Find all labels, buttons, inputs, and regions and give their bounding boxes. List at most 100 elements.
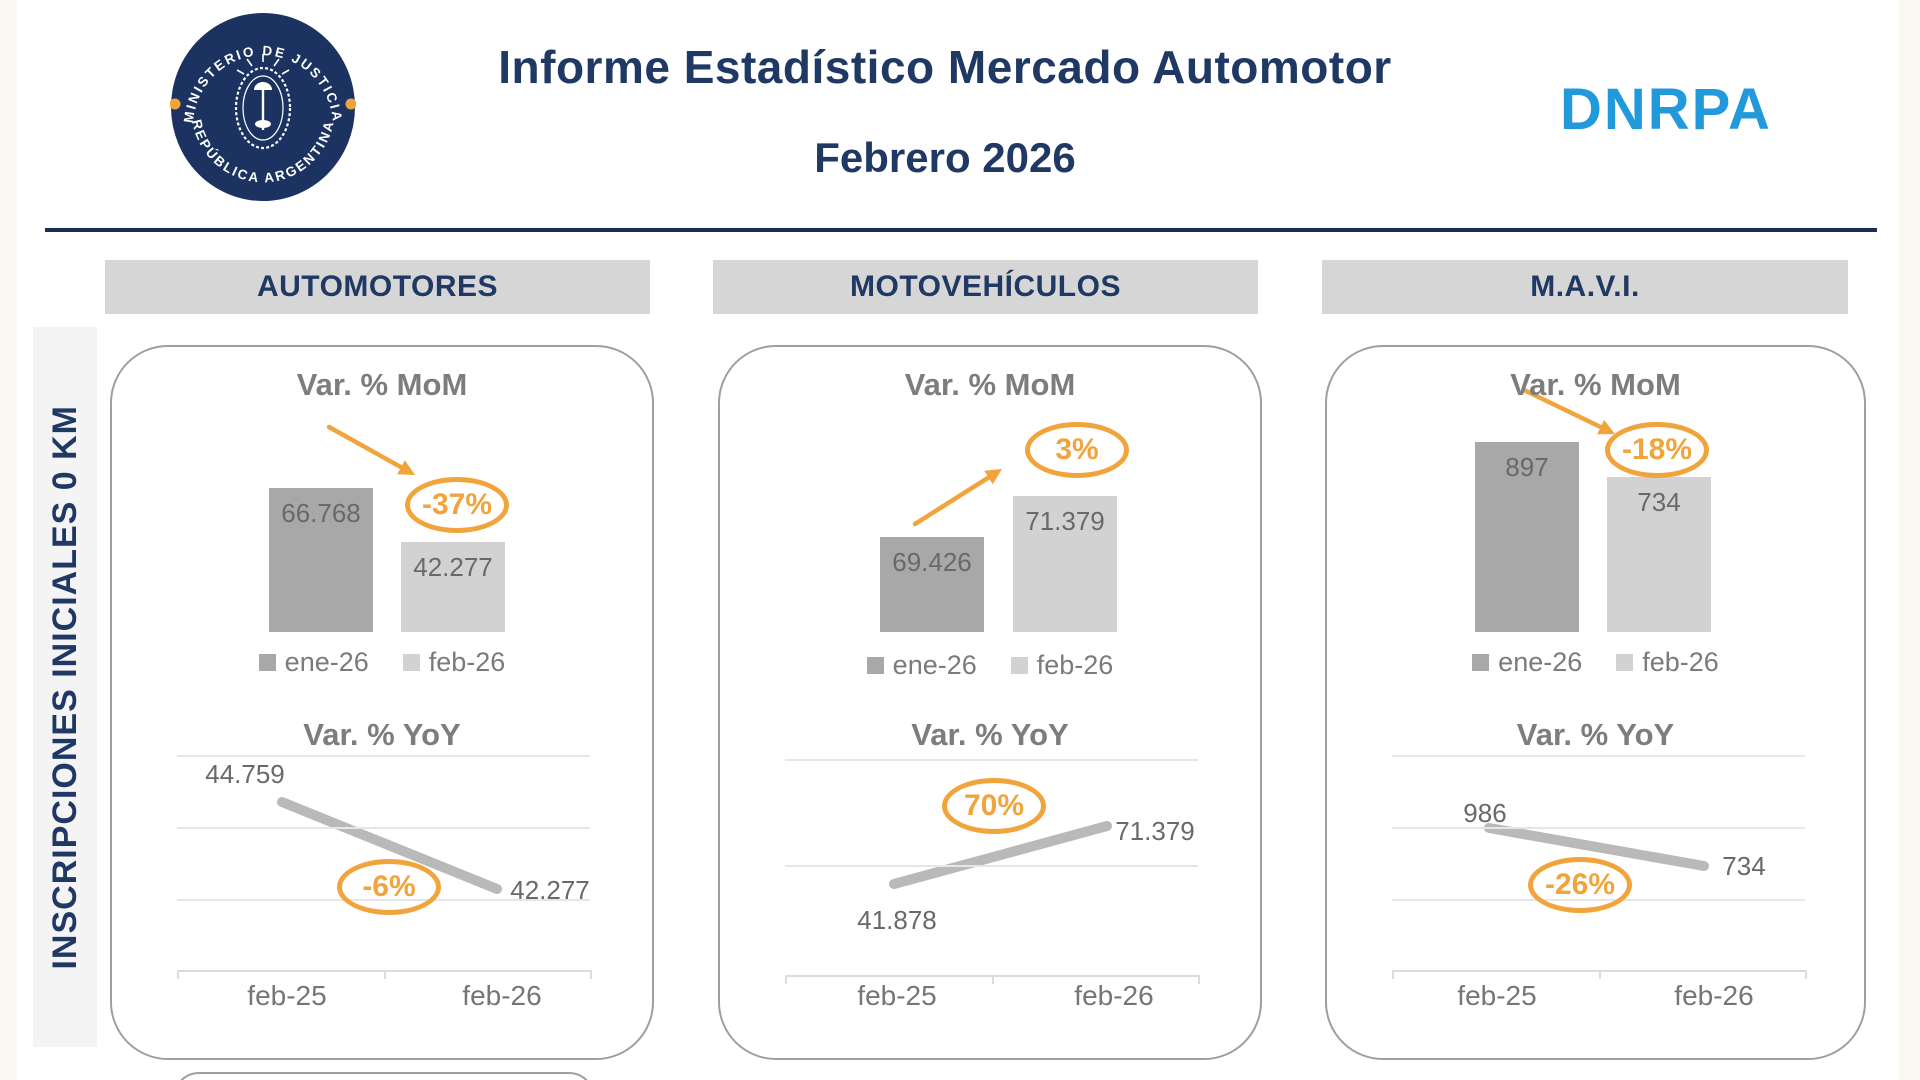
legend-label: ene-26: [1498, 647, 1583, 677]
bar-value-label: 66.768: [281, 498, 361, 528]
section-header-automotores: AUTOMOTORES: [105, 260, 650, 314]
variation-badge: -18%: [1605, 422, 1709, 478]
bar-chart-legend: ene-26 feb-26: [1327, 647, 1864, 678]
mom-chart-title: Var. % MoM: [1510, 367, 1681, 402]
point-value-label: 44.759: [205, 759, 285, 789]
card-motovehiculos: Var. % MoM 69.426 71.379 ene-26 feb-26 3% Var.…: [718, 345, 1262, 1060]
point-value-label: 734: [1722, 851, 1766, 881]
axis-category-label: feb-25: [857, 980, 937, 1011]
variation-value: -6%: [362, 870, 416, 903]
x-axis-line: [785, 975, 1198, 977]
axis-tick: [590, 970, 592, 979]
axis-tick: [992, 975, 994, 984]
bar-chart-legend: ene-26 feb-26: [112, 647, 652, 678]
row-label: INSCRIPCIONES INICIALES 0 KM: [45, 404, 84, 970]
point-value-label: 41.878: [857, 905, 937, 935]
bar-feb-26: [1013, 496, 1117, 632]
card-mavi: Var. % MoM 897 734 ene-26 feb-26 -18% Var. % Y…: [1325, 345, 1866, 1060]
legend-item: feb-26: [402, 647, 506, 678]
bar-value-label: 71.379: [1025, 506, 1105, 536]
legend-swatch: [1616, 654, 1634, 671]
section-header-mavi: M.A.V.I.: [1322, 260, 1848, 314]
axis-tick: [1805, 970, 1807, 979]
gridline: [785, 759, 1198, 761]
axis-tick: [1599, 970, 1601, 979]
legend-label: ene-26: [892, 650, 977, 680]
gridline: [177, 827, 590, 829]
variation-badge: -6%: [337, 859, 441, 915]
axis-tick: [1392, 970, 1394, 979]
axis-tick: [785, 975, 787, 984]
gridline: [1392, 827, 1805, 829]
bar-feb-26: [1607, 477, 1711, 632]
variation-badge: 70%: [942, 778, 1046, 834]
variation-badge: 3%: [1025, 422, 1129, 478]
report-title: Informe Estadístico Mercado Automotor: [498, 41, 1392, 93]
card-automotores: Var. % MoM 66.768 42.277 ene-26 feb-26 -37% Va…: [110, 345, 654, 1060]
axis-category-label: feb-25: [1457, 980, 1537, 1011]
axis-category-label: feb-26: [462, 980, 542, 1011]
point-value-label: 986: [1463, 798, 1507, 828]
legend-item: feb-26: [1010, 650, 1114, 681]
legend-item: ene-26: [1472, 647, 1582, 678]
ministry-seal-logo: MINISTERIO DE JUSTICIA REPÚBLICA ARGENTI…: [170, 13, 356, 201]
x-axis-line: [177, 970, 590, 972]
bar-value-label: 734: [1637, 487, 1681, 517]
bar-value-label: 69.426: [892, 547, 972, 577]
trend-line: [889, 821, 1112, 889]
bar-value-label: 897: [1505, 452, 1549, 482]
x-axis-line: [1392, 970, 1805, 972]
legend-label: ene-26: [284, 647, 369, 677]
header-divider: [45, 228, 1877, 232]
variation-value: 70%: [963, 789, 1025, 822]
point-value-label: 71.379: [1115, 816, 1195, 846]
legend-item: ene-26: [258, 647, 369, 678]
gridline: [177, 755, 590, 757]
legend-label: feb-26: [1036, 650, 1114, 680]
yoy-chart-title: Var. % YoY: [1516, 717, 1675, 752]
legend-swatch: [402, 654, 420, 671]
chart-annotation-layer: [277, 424, 502, 894]
page-left-margin: [0, 0, 17, 1080]
variation-value: -37%: [421, 488, 493, 521]
bar-feb-26: [401, 542, 505, 632]
axis-category-label: feb-26: [1074, 980, 1154, 1011]
annotation-arrow: [326, 424, 404, 470]
page-right-margin: [1899, 0, 1920, 1080]
annotation-arrow: [912, 475, 991, 527]
legend-swatch: [1472, 654, 1490, 671]
axis-tick: [177, 970, 179, 979]
yoy-chart-title: Var. % YoY: [911, 717, 1069, 752]
legend-item: feb-26: [1616, 647, 1719, 678]
row-label-strip: INSCRIPCIONES INICIALES 0 KM: [33, 327, 97, 1047]
legend-swatch: [866, 657, 884, 674]
axis-tick: [384, 970, 386, 979]
legend-label: feb-26: [428, 647, 506, 677]
section-header-motovehiculos: MOTOVEHÍCULOS: [713, 260, 1258, 314]
seal-left-dot-icon: [170, 98, 181, 110]
variation-badge: -37%: [405, 477, 509, 533]
annotation-arrowhead-icon: [1597, 419, 1615, 435]
variation-value: -26%: [1544, 868, 1616, 901]
legend-item: ene-26: [866, 650, 977, 681]
variation-badge: -26%: [1528, 857, 1632, 913]
legend-swatch: [1010, 657, 1028, 674]
bar-ene-26: [880, 537, 984, 632]
axis-tick: [1198, 975, 1200, 984]
annotation-arrowhead-icon: [984, 469, 1002, 485]
chart-annotation-layer: [1484, 387, 1709, 871]
axis-category-label: feb-26: [1674, 980, 1754, 1011]
bar-ene-26: [269, 488, 373, 632]
axis-category-label: feb-25: [247, 980, 327, 1011]
bar-value-label: 42.277: [413, 552, 493, 582]
variation-value: 3%: [1055, 433, 1099, 466]
gridline: [785, 865, 1198, 867]
variation-value: -18%: [1621, 433, 1693, 466]
mom-chart-title: Var. % MoM: [296, 367, 468, 402]
report-period: Febrero 2026: [814, 134, 1076, 181]
chart-annotation-layer: [889, 469, 1112, 889]
legend-label: feb-26: [1642, 647, 1719, 677]
next-section-card-partial: [173, 1072, 595, 1080]
gridline: [1392, 755, 1805, 757]
